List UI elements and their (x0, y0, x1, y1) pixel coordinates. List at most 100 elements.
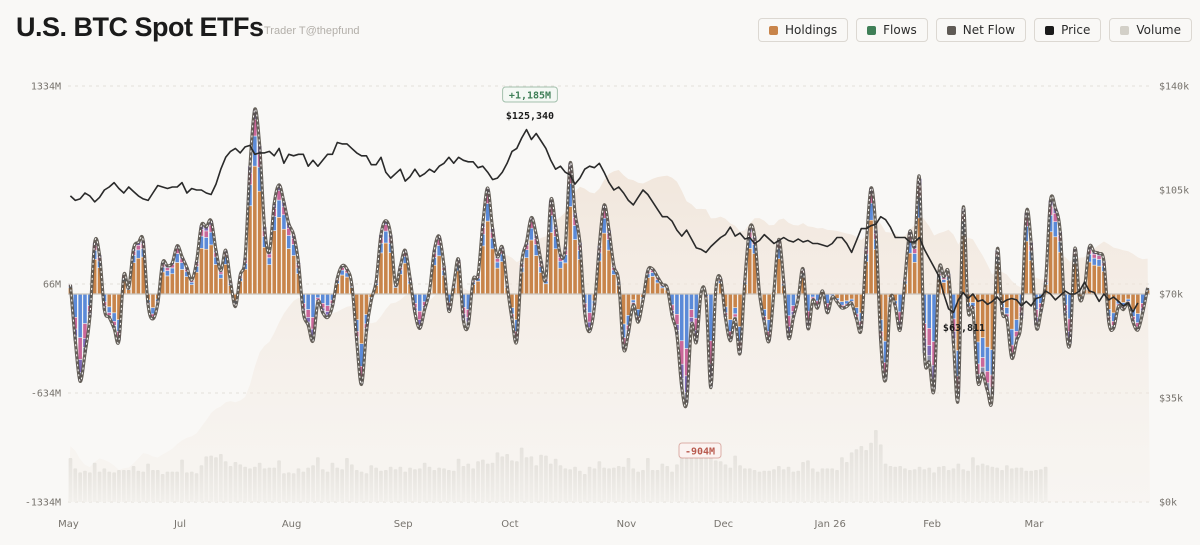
flow-bar-segment (267, 257, 272, 265)
flow-bar-segment (267, 264, 272, 295)
flow-bar-segment (1091, 253, 1097, 259)
flow-bar-segment (165, 275, 170, 295)
flow-bar-segment (907, 252, 913, 295)
volume-bar (379, 470, 383, 502)
flow-bar-segment (1125, 293, 1131, 300)
volume-bar (689, 454, 694, 502)
volume-bar (102, 468, 107, 502)
legend-label: Volume (1136, 23, 1181, 37)
volume-bar (621, 466, 626, 502)
volume-bar (495, 452, 500, 502)
flow-bar-segment (111, 312, 117, 322)
flow-bar-segment (1130, 293, 1136, 310)
volume-bar (505, 454, 509, 502)
annotations: +1,185M $125,340 -904M $63,811 (502, 86, 985, 459)
volume-bar (641, 470, 645, 502)
legend-netflow-toggle[interactable]: Net Flow (935, 18, 1027, 42)
legend-volume-toggle[interactable]: Volume (1109, 18, 1192, 42)
net-flow-line (68, 107, 1150, 409)
flow-bar-segment (208, 244, 214, 295)
legend-price-toggle[interactable]: Price (1034, 18, 1102, 42)
volume-bar (1000, 470, 1004, 502)
max-flow-label: +1,185M (509, 91, 551, 102)
volume-bar (141, 471, 146, 502)
volume-bar (456, 458, 461, 502)
flow-bar-segment (281, 228, 287, 295)
volume-bar (743, 468, 747, 502)
legend-label: Holdings (785, 23, 838, 37)
volume-bar (330, 462, 335, 502)
volume-bar (558, 465, 563, 502)
volume-bar (568, 469, 572, 502)
volume-bar (519, 447, 524, 502)
volume-bar (228, 466, 233, 502)
flow-bar-segment (985, 346, 990, 372)
volume-bar (883, 463, 888, 502)
flow-bar-segment (305, 293, 311, 310)
flow-bar-segment (1053, 221, 1058, 238)
flow-bar-segment (655, 282, 660, 295)
flow-bar-segment (257, 190, 262, 295)
volume-bar (922, 469, 927, 502)
volume-bar (286, 472, 291, 502)
flow-bar-segment (262, 247, 267, 295)
volume-bar (510, 460, 514, 502)
volume-bar (262, 468, 267, 502)
volume-bar (917, 466, 922, 502)
volume-bar (971, 457, 975, 502)
volume-bar (417, 468, 422, 502)
flow-bar-segment (359, 293, 364, 344)
volume-bar (175, 471, 179, 502)
volume-bar (631, 468, 636, 502)
volume-bar (374, 467, 378, 502)
volume-bar (112, 472, 116, 502)
volume-bar (830, 468, 834, 502)
volume-bar (311, 465, 315, 502)
flow-bar-segment (286, 235, 292, 249)
flow-bar-segment (572, 239, 578, 295)
flow-bar-segment (606, 249, 612, 295)
volume-bar (529, 456, 534, 502)
flows-swatch-icon (867, 25, 877, 35)
flow-bar-segment (271, 230, 277, 295)
volume-bar (738, 465, 742, 502)
volume-bar (985, 465, 990, 502)
flow-bar-segment (980, 337, 985, 358)
volume-bar (160, 474, 165, 502)
volume-bar (369, 465, 374, 502)
author-credit: Trader T@thepfund (264, 25, 360, 37)
legend-label: Net Flow (962, 23, 1016, 37)
right-axis-tick-label: $35k (1159, 394, 1183, 405)
volume-bar (646, 458, 650, 502)
flow-bar-segment (558, 260, 563, 269)
flow-bar-segment (529, 239, 534, 295)
flow-bar-segment (170, 267, 175, 275)
volume-bar (267, 467, 272, 502)
volume-bar (927, 467, 932, 502)
volume-bar (767, 470, 771, 502)
netflow-swatch-icon (946, 25, 956, 35)
volume-bar (806, 460, 810, 502)
volume-bar (854, 449, 859, 502)
flow-bar-segment (165, 267, 170, 271)
flow-bar-segment (1053, 236, 1058, 295)
volume-swatch-icon (1120, 25, 1130, 35)
volume-bar (185, 472, 189, 502)
volume-bar (432, 470, 437, 502)
legend-holdings-toggle[interactable]: Holdings (758, 18, 849, 42)
flow-bar-segment (150, 293, 156, 308)
volume-bar (151, 470, 155, 502)
legend-label: Price (1061, 23, 1091, 37)
volume-bar (92, 462, 97, 502)
legend-flows-toggle[interactable]: Flows (856, 18, 928, 42)
volume-bar (214, 457, 218, 502)
right-axis-tick-label: $70k (1159, 290, 1183, 301)
flow-bar-segment (1096, 265, 1102, 295)
volume-bars (68, 430, 1048, 502)
flow-bar-segment (82, 293, 88, 324)
flow-bar-segment (791, 293, 796, 306)
flow-bar-segment (281, 214, 287, 230)
volume-bar (966, 470, 970, 502)
volume-bar (878, 444, 883, 502)
volume-bar (747, 468, 752, 502)
